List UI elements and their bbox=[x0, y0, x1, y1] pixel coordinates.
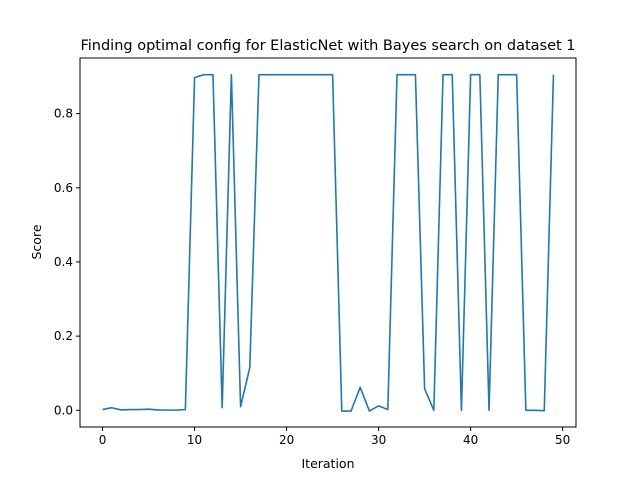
x-axis-label: Iteration bbox=[301, 456, 354, 471]
plot-area bbox=[102, 73, 555, 412]
x-tick-label: 20 bbox=[279, 433, 294, 447]
y-axis-ticks: 0.0 0.2 0.4 0.6 0.8 bbox=[54, 107, 80, 417]
y-tick-label: 0.6 bbox=[54, 181, 73, 195]
chart-title: Finding optimal config for ElasticNet wi… bbox=[80, 38, 575, 54]
y-tick-label: 0.2 bbox=[54, 329, 73, 343]
x-tick-label: 10 bbox=[187, 433, 202, 447]
y-axis-label: Score bbox=[29, 224, 44, 259]
series-line-0 bbox=[102, 73, 555, 412]
y-tick-label: 0.8 bbox=[54, 107, 73, 121]
x-tick-label: 50 bbox=[555, 433, 570, 447]
y-tick-label: 0.0 bbox=[54, 403, 73, 417]
x-tick-label: 0 bbox=[99, 433, 107, 447]
x-axis-ticks: 0 10 20 30 40 50 bbox=[99, 427, 570, 447]
x-tick-label: 40 bbox=[463, 433, 478, 447]
y-tick-label: 0.4 bbox=[54, 255, 73, 269]
axes-frame bbox=[79, 57, 577, 428]
x-tick-label: 30 bbox=[371, 433, 386, 447]
